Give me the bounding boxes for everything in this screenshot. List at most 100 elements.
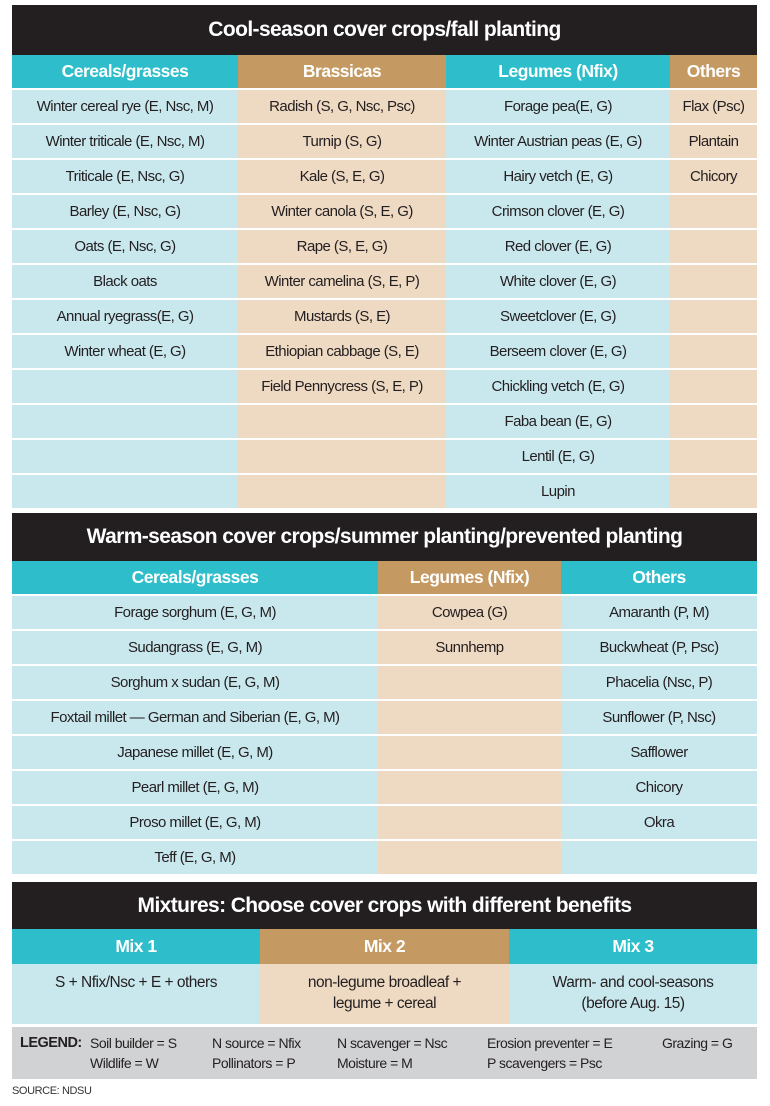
table-cell	[378, 804, 561, 839]
legend-item: P scavengers = Psc	[487, 1055, 602, 1071]
table-cell: Mustards (S, E)	[238, 298, 446, 333]
table-cell	[12, 438, 238, 473]
mix-line: (before Aug. 15)	[581, 995, 685, 1012]
column-header: Others	[561, 561, 757, 594]
table-cell	[238, 438, 446, 473]
table-cell: Pearl millet (E, G, M)	[12, 769, 378, 804]
table-cell	[670, 368, 757, 403]
table-cell: Foxtail millet — German and Siberian (E,…	[12, 699, 378, 734]
legend-item: N source = Nfix	[212, 1035, 301, 1051]
warm-season-grid: Cereals/grasses Legumes (Nfix) Others Forag…	[12, 561, 757, 874]
column-header: Legumes (Nfix)	[446, 55, 670, 88]
table-cell	[670, 228, 757, 263]
table-cell	[12, 368, 238, 403]
column-header: Cereals/grasses	[12, 55, 238, 88]
cool-season-grid: Cereals/grasses Brassicas Legumes (Nfix) Ot…	[12, 55, 757, 508]
table-cell: Buckwheat (P, Psc)	[561, 629, 757, 664]
table-cell: Annual ryegrass(E, G)	[12, 298, 238, 333]
table-cell	[378, 734, 561, 769]
table-cell: Faba bean (E, G)	[446, 403, 670, 438]
mix-line: Warm- and cool-seasons	[552, 974, 714, 991]
table-cell: Cowpea (G)	[378, 594, 561, 629]
table-cell: Winter wheat (E, G)	[12, 333, 238, 368]
table-cell: Sunnhemp	[378, 629, 561, 664]
table-cell: Proso millet (E, G, M)	[12, 804, 378, 839]
table-cell	[670, 263, 757, 298]
table-cell: Chicory	[670, 158, 757, 193]
table-cell: Barley (E, Nsc, G)	[12, 193, 238, 228]
table-cell: Phacelia (Nsc, P)	[561, 664, 757, 699]
mix-header: Mix 3	[509, 929, 757, 964]
table-cell: Hairy vetch (E, G)	[446, 158, 670, 193]
table-cell	[670, 298, 757, 333]
table-cell: Red clover (E, G)	[446, 228, 670, 263]
table-cell: Winter triticale (E, Nsc, M)	[12, 123, 238, 158]
mix-description: S + Nfix/Nsc + E + others	[12, 964, 260, 1024]
legend-item: Soil builder = S	[90, 1035, 177, 1051]
table-cell: Winter canola (S, E, G)	[238, 193, 446, 228]
cool-season-title: Cool-season cover crops/fall planting	[12, 5, 757, 55]
mix-line: legume + cereal	[332, 995, 437, 1012]
table-cell	[378, 699, 561, 734]
mix-description: non-legume broadleaf + legume + cereal	[260, 964, 509, 1024]
table-cell: Chickling vetch (E, G)	[446, 368, 670, 403]
table-cell	[670, 193, 757, 228]
source-note: SOURCE: NDSU	[12, 1085, 92, 1097]
table-cell: Sudangrass (E, G, M)	[12, 629, 378, 664]
table-cell	[670, 333, 757, 368]
table-cell: Turnip (S, G)	[238, 123, 446, 158]
table-cell	[378, 839, 561, 874]
table-cell: Ethiopian cabbage (S, E)	[238, 333, 446, 368]
table-cell: Forage pea(E, G)	[446, 88, 670, 123]
table-cell	[670, 403, 757, 438]
legend-item: Wildlife = W	[90, 1055, 159, 1071]
legend-label: LEGEND:	[20, 1035, 82, 1051]
mixtures-grid: Mix 1 Mix 2 Mix 3 S + Nfix/Nsc + E + others…	[12, 929, 757, 1024]
table-cell	[238, 473, 446, 508]
mixtures-table: Mixtures: Choose cover crops with differ…	[12, 882, 757, 1024]
table-cell: Sorghum x sudan (E, G, M)	[12, 664, 378, 699]
warm-season-table: Warm-season cover crops/summer planting/…	[12, 513, 757, 874]
table-cell: Japanese millet (E, G, M)	[12, 734, 378, 769]
table-cell: Lentil (E, G)	[446, 438, 670, 473]
legend-item: Grazing = G	[662, 1035, 733, 1051]
table-cell	[378, 769, 561, 804]
table-cell: Chicory	[561, 769, 757, 804]
table-cell: Winter Austrian peas (E, G)	[446, 123, 670, 158]
table-cell: Field Pennycress (S, E, P)	[238, 368, 446, 403]
table-cell: Kale (S, E, G)	[238, 158, 446, 193]
table-cell: Sweetclover (E, G)	[446, 298, 670, 333]
table-cell: Plantain	[670, 123, 757, 158]
table-cell: Teff (E, G, M)	[12, 839, 378, 874]
table-cell: Okra	[561, 804, 757, 839]
table-cell: Safflower	[561, 734, 757, 769]
legend-item: Erosion preventer = E	[487, 1035, 613, 1051]
mix-line: S + Nfix/Nsc + E + others	[55, 974, 217, 991]
mix-description: Warm- and cool-seasons (before Aug. 15)	[509, 964, 757, 1024]
table-cell: Forage sorghum (E, G, M)	[12, 594, 378, 629]
table-cell	[670, 473, 757, 508]
table-cell: Crimson clover (E, G)	[446, 193, 670, 228]
table-cell: Lupin	[446, 473, 670, 508]
mix-header: Mix 1	[12, 929, 260, 964]
legend-item: Pollinators = P	[212, 1055, 296, 1071]
table-cell: Amaranth (P, M)	[561, 594, 757, 629]
table-cell	[12, 403, 238, 438]
warm-season-title: Warm-season cover crops/summer planting/…	[12, 513, 757, 561]
table-cell: Berseem clover (E, G)	[446, 333, 670, 368]
table-cell	[238, 403, 446, 438]
table-cell	[378, 664, 561, 699]
mix-line: non-legume broadleaf +	[307, 974, 462, 991]
cool-season-table: Cool-season cover crops/fall planting Ce…	[12, 5, 757, 508]
legend: LEGEND: Soil builder = S N source = Nfix…	[12, 1027, 757, 1079]
mixtures-title: Mixtures: Choose cover crops with differ…	[12, 882, 757, 929]
table-cell: Sunflower (P, Nsc)	[561, 699, 757, 734]
table-cell: Oats (E, Nsc, G)	[12, 228, 238, 263]
legend-item: N scavenger = Nsc	[337, 1035, 448, 1051]
table-cell: Winter cereal rye (E, Nsc, M)	[12, 88, 238, 123]
table-cell: Rape (S, E, G)	[238, 228, 446, 263]
table-cell: Black oats	[12, 263, 238, 298]
table-cell: White clover (E, G)	[446, 263, 670, 298]
table-cell	[12, 473, 238, 508]
table-cell: Triticale (E, Nsc, G)	[12, 158, 238, 193]
